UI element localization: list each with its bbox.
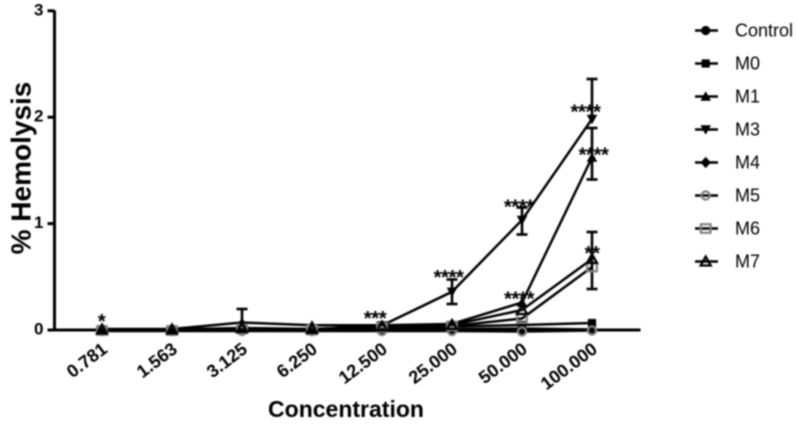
svg-text:M4: M4 <box>735 153 760 173</box>
svg-text:*: * <box>98 310 106 333</box>
svg-text:1: 1 <box>34 213 43 232</box>
svg-text:****: **** <box>504 196 534 219</box>
svg-text:% Hemolysis: % Hemolysis <box>6 82 37 255</box>
svg-text:***: *** <box>364 307 387 330</box>
svg-text:3: 3 <box>34 0 43 19</box>
svg-text:****: **** <box>571 100 601 123</box>
svg-text:2: 2 <box>34 107 43 126</box>
svg-text:0: 0 <box>34 320 43 339</box>
svg-text:M3: M3 <box>735 120 760 140</box>
svg-text:****: **** <box>434 266 464 289</box>
svg-text:Concentration: Concentration <box>268 396 424 421</box>
svg-text:M6: M6 <box>735 219 760 239</box>
svg-text:Control: Control <box>735 21 793 41</box>
svg-text:****: **** <box>579 144 609 167</box>
svg-text:****: **** <box>504 288 534 311</box>
svg-text:M5: M5 <box>735 186 760 206</box>
svg-text:M7: M7 <box>735 252 760 272</box>
svg-text:M1: M1 <box>735 87 760 107</box>
svg-text:**: ** <box>585 242 600 265</box>
svg-text:M0: M0 <box>735 54 760 74</box>
